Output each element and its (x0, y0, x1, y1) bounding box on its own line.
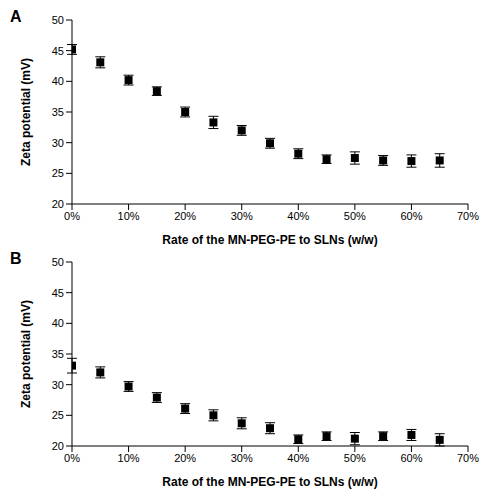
svg-text:35: 35 (52, 348, 64, 360)
svg-text:10%: 10% (118, 452, 140, 464)
svg-text:20: 20 (52, 440, 64, 452)
svg-text:30%: 30% (231, 210, 253, 222)
svg-text:45: 45 (52, 45, 64, 57)
svg-text:Zeta potential (mV): Zeta potential (mV) (19, 300, 33, 408)
svg-text:35: 35 (52, 106, 64, 118)
svg-text:20%: 20% (174, 210, 196, 222)
svg-text:60%: 60% (400, 452, 422, 464)
svg-text:50%: 50% (344, 452, 366, 464)
svg-text:30%: 30% (231, 452, 253, 464)
svg-text:Rate of the MN-PEG-PE to SLNs: Rate of the MN-PEG-PE to SLNs (w/w) (162, 233, 377, 247)
svg-text:Zeta potential (mV): Zeta potential (mV) (19, 58, 33, 166)
svg-text:30: 30 (52, 137, 64, 149)
svg-text:40: 40 (52, 75, 64, 87)
svg-text:50: 50 (52, 14, 64, 26)
svg-text:50: 50 (52, 256, 64, 268)
html-text:A: A (10, 8, 22, 25)
svg-text:25: 25 (52, 167, 64, 179)
svg-text:25: 25 (52, 409, 64, 421)
svg-text:40%: 40% (287, 452, 309, 464)
svg-text:0%: 0% (64, 452, 80, 464)
svg-text:0%: 0% (64, 210, 80, 222)
svg-text:60%: 60% (400, 210, 422, 222)
svg-text:30: 30 (52, 379, 64, 391)
svg-text:Rate of the MN-PEG-PE to SLNs: Rate of the MN-PEG-PE to SLNs (w/w) (162, 475, 377, 489)
svg-text:70%: 70% (457, 452, 479, 464)
svg-text:45: 45 (52, 287, 64, 299)
svg-text:50%: 50% (344, 210, 366, 222)
svg-text:40%: 40% (287, 210, 309, 222)
svg-text:40: 40 (52, 317, 64, 329)
svg-text:10%: 10% (118, 210, 140, 222)
svg-text:20: 20 (52, 198, 64, 210)
svg-text:20%: 20% (174, 452, 196, 464)
svg-text:70%: 70% (457, 210, 479, 222)
html-text:B: B (10, 250, 22, 267)
